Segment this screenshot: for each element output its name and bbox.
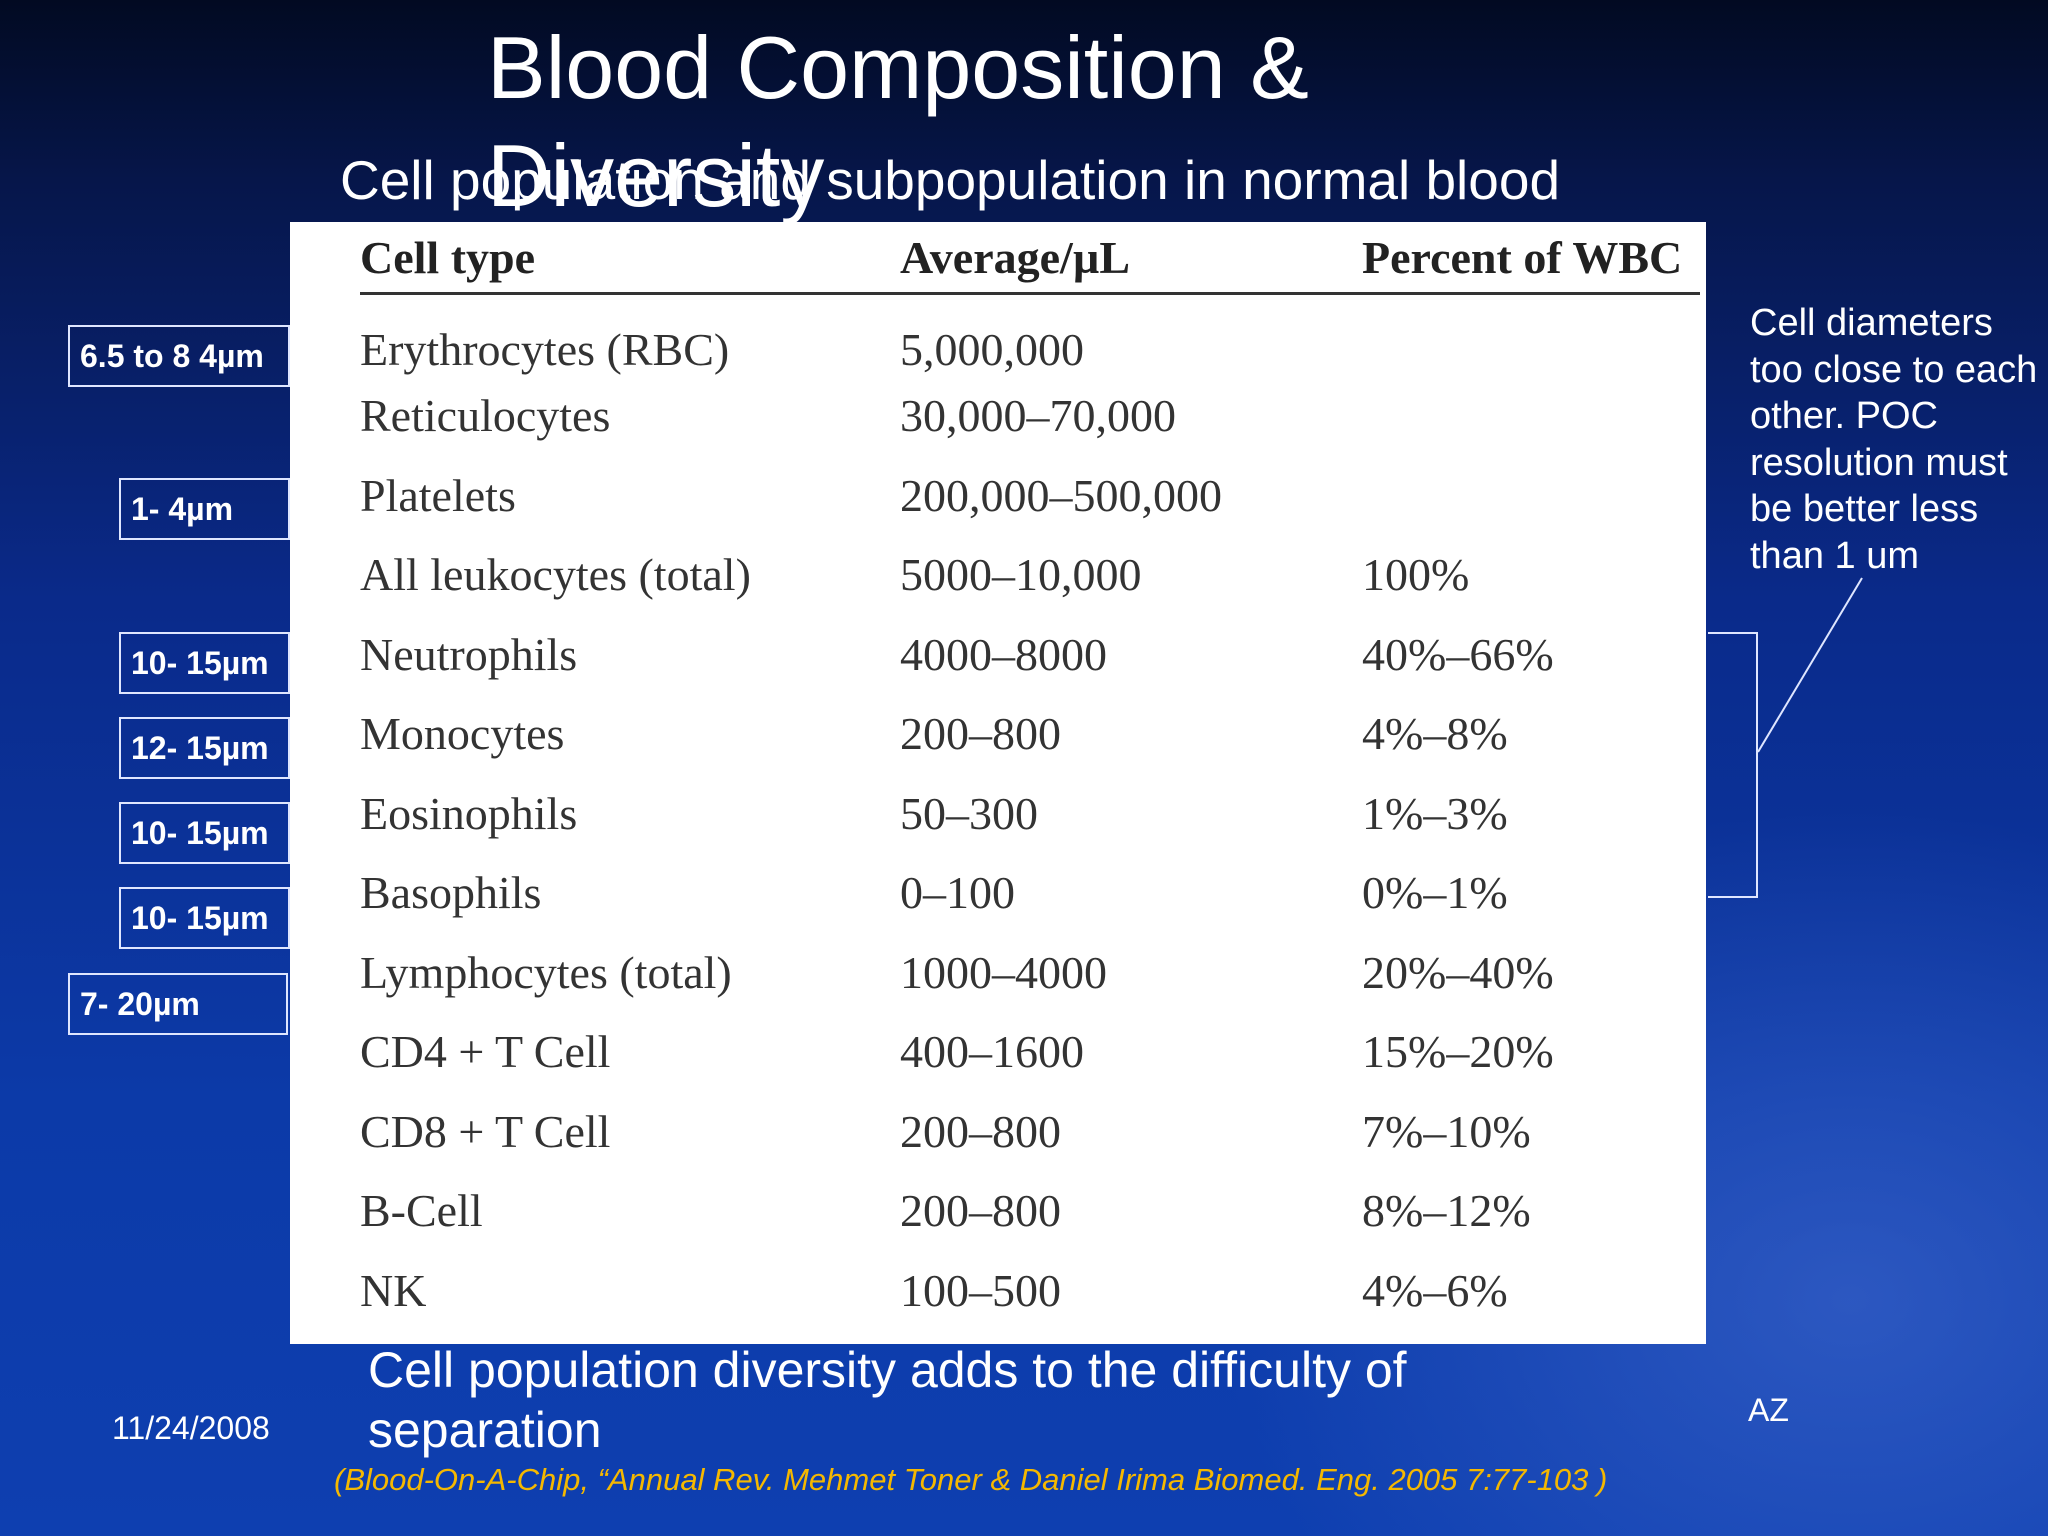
cell-type: B-Cell — [360, 1185, 483, 1237]
table-row: Lymphocytes (total) 1000–4000 20%–40% — [360, 933, 1700, 1013]
resolution-note: Cell diameters too close to each other. … — [1750, 302, 2038, 577]
cell-average: 50–300 — [900, 787, 1038, 839]
cell-average: 200,000–500,000 — [900, 469, 1222, 521]
cell-percent: 15%–20% — [1362, 1026, 1554, 1078]
slide-date: 11/24/2008 — [112, 1410, 270, 1446]
cell-type: Basophils — [360, 867, 542, 919]
cell-percent: 7%–10% — [1362, 1105, 1531, 1157]
table-row: Reticulocytes 30,000–70,000 — [360, 376, 1700, 456]
cell-type: Platelets — [360, 469, 516, 521]
size-label-eosinophils: 10- 15µm — [119, 802, 290, 864]
cell-percent: 1%–3% — [1362, 787, 1508, 839]
slide-subtitle: Cell population and subpopulation in nor… — [340, 149, 1561, 211]
cell-percent: 8%–12% — [1362, 1185, 1531, 1237]
cell-type: Erythrocytes (RBC) — [360, 324, 730, 375]
cell-population-table-panel: Cell type Average/µL Percent of WBC Eryt… — [290, 222, 1706, 1344]
cell-average: 5000–10,000 — [900, 549, 1142, 601]
cell-average: 4000–8000 — [900, 628, 1107, 680]
header-average: Average/µL — [900, 231, 1131, 283]
table-header-row: Cell type Average/µL Percent of WBC — [360, 222, 1700, 294]
table-row: NK 100–500 4%–6% — [360, 1251, 1700, 1331]
table-row: Neutrophils 4000–8000 40%–66% — [360, 615, 1700, 695]
table-row: Platelets 200,000–500,000 — [360, 456, 1700, 536]
header-percent-wbc: Percent of WBC — [1362, 231, 1683, 283]
leukocyte-bracket — [1708, 632, 1758, 898]
cell-average: 400–1600 — [900, 1026, 1084, 1078]
diversity-statement: Cell population diversity adds to the di… — [368, 1342, 1407, 1458]
cell-type: CD8 + T Cell — [360, 1105, 611, 1157]
table-row: Eosinophils 50–300 1%–3% — [360, 774, 1700, 854]
cell-type: Reticulocytes — [360, 390, 611, 442]
table-row: Basophils 0–100 0%–1% — [360, 853, 1700, 933]
cell-type: NK — [360, 1264, 427, 1316]
table-row: CD4 + T Cell 400–1600 15%–20% — [360, 1012, 1700, 1092]
cell-average: 200–800 — [900, 1185, 1061, 1237]
cell-average: 30,000–70,000 — [900, 390, 1176, 442]
cell-percent: 4%–8% — [1362, 708, 1508, 760]
cell-type: CD4 + T Cell — [360, 1026, 611, 1078]
citation: (Blood-On-A-Chip, “Annual Rev. Mehmet To… — [334, 1462, 1608, 1497]
cell-average: 200–800 — [900, 708, 1061, 760]
cell-type: Neutrophils — [360, 628, 578, 680]
size-label-platelets: 1- 4µm — [119, 478, 290, 540]
cell-average: 5,000,000 — [900, 324, 1084, 375]
size-label-lymphocytes: 7- 20µm — [68, 973, 288, 1035]
size-label-rbc: 6.5 to 8 4µm — [68, 325, 290, 387]
table-row: B-Cell 200–800 8%–12% — [360, 1171, 1700, 1251]
cell-average: 100–500 — [900, 1264, 1061, 1316]
size-label-neutrophils: 10- 15µm — [119, 632, 290, 694]
cell-percent: 40%–66% — [1362, 628, 1554, 680]
slide-title: Blood Composition & Diversity — [487, 18, 1309, 225]
cell-average: 1000–4000 — [900, 946, 1107, 998]
cell-percent: 100% — [1362, 549, 1470, 601]
table-row: Monocytes 200–800 4%–8% — [360, 694, 1700, 774]
cell-percent: 20%–40% — [1362, 946, 1554, 998]
cell-type: Eosinophils — [360, 787, 578, 839]
cell-type: Lymphocytes (total) — [360, 946, 732, 998]
cell-type: All leukocytes (total) — [360, 549, 751, 601]
size-label-basophils: 10- 15µm — [119, 887, 290, 949]
cell-average: 0–100 — [900, 867, 1015, 919]
cell-population-table: Cell type Average/µL Percent of WBC Eryt… — [360, 222, 1700, 1330]
table-row: CD8 + T Cell 200–800 7%–10% — [360, 1092, 1700, 1172]
table-row: All leukocytes (total) 5000–10,000 100% — [360, 535, 1700, 615]
header-cell-type: Cell type — [360, 231, 536, 283]
size-label-monocytes: 12- 15µm — [119, 717, 290, 779]
cell-average: 200–800 — [900, 1105, 1061, 1157]
cell-percent: 0%–1% — [1362, 867, 1508, 919]
cell-type: Monocytes — [360, 708, 565, 760]
table-row: Erythrocytes (RBC) 5,000,000 — [360, 294, 1700, 377]
cell-percent: 4%–6% — [1362, 1264, 1508, 1316]
slide-author: AZ — [1748, 1392, 1789, 1428]
